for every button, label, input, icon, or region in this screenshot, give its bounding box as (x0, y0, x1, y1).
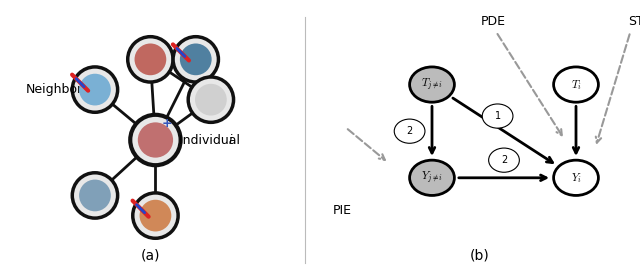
Circle shape (79, 74, 111, 106)
Circle shape (72, 173, 118, 218)
Text: (b): (b) (470, 249, 490, 263)
Text: $T_i$: $T_i$ (571, 78, 581, 92)
Circle shape (72, 67, 118, 112)
Text: PIE: PIE (333, 204, 352, 217)
Text: PDE: PDE (480, 15, 506, 28)
Circle shape (138, 122, 173, 158)
Circle shape (483, 104, 513, 128)
Text: (a): (a) (141, 249, 160, 263)
Circle shape (188, 77, 234, 122)
Circle shape (79, 179, 111, 211)
Text: 2: 2 (406, 126, 413, 136)
Text: STE: STE (628, 15, 640, 28)
Text: $Y_i$: $Y_i$ (571, 171, 581, 185)
Circle shape (173, 37, 218, 82)
Circle shape (134, 43, 166, 75)
Circle shape (394, 119, 425, 143)
Circle shape (554, 160, 598, 195)
Circle shape (140, 200, 172, 232)
Text: 1: 1 (495, 111, 500, 121)
Text: $T_{j\neq i}$: $T_{j\neq i}$ (421, 76, 443, 93)
Circle shape (180, 43, 212, 75)
Circle shape (410, 160, 454, 195)
Text: $Y_{j\neq i}$: $Y_{j\neq i}$ (421, 170, 443, 186)
Text: Individual: Individual (179, 134, 244, 146)
Circle shape (410, 67, 454, 102)
Circle shape (131, 115, 180, 165)
Circle shape (554, 67, 598, 102)
Text: +: + (161, 117, 172, 130)
Text: i: i (228, 134, 232, 146)
Circle shape (128, 37, 173, 82)
Text: Neighbor: Neighbor (26, 83, 83, 96)
Text: 2: 2 (501, 155, 507, 165)
Circle shape (489, 148, 520, 172)
Circle shape (195, 84, 227, 116)
Circle shape (132, 193, 178, 238)
